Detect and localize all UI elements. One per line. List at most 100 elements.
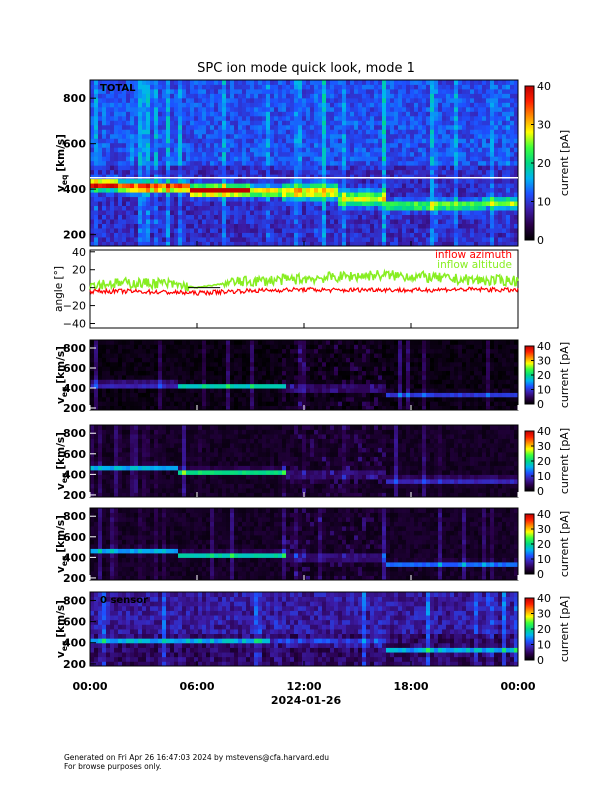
- spectrogram-cells: [90, 508, 518, 580]
- y-tick-label: 600: [63, 362, 86, 375]
- y-tick-label: 400: [63, 183, 86, 196]
- colorbar-tick-label: 10: [537, 196, 551, 209]
- y-axis-label-symbol: v: [55, 483, 67, 490]
- spectrogram-panel: 200 400 600 800 0 sensor 0 10 20 30 40 current [pA…: [63, 591, 571, 671]
- y-axis-label-subscript: eq: [60, 641, 69, 651]
- y-tick-label: 400: [63, 468, 86, 481]
- colorbar-tick-label: 30: [537, 440, 551, 453]
- spectrogram-cells: [90, 592, 518, 666]
- spectrogram-panel: 200 400 600 800 0 10 20 30 40 current [pA]: [63, 507, 571, 585]
- spectrogram-cells: [90, 80, 518, 246]
- y-tick-label: 400: [63, 382, 86, 395]
- panel-label: 0 sensor: [100, 595, 148, 606]
- y-axis-label: veq [km/s]: [55, 515, 69, 573]
- colorbar-tick-label: 10: [537, 639, 551, 652]
- colorbar-label: current [pA]: [558, 511, 571, 577]
- y-axis-label-unit: [km/s]: [55, 515, 67, 553]
- time-tick-label: 12:00: [286, 680, 321, 693]
- y-axis-label-unit: [km/s]: [55, 346, 67, 384]
- colorbar-tick-label: 20: [537, 157, 551, 170]
- chart-title: SPC ion mode quick look, mode 1: [197, 61, 415, 76]
- colorbar-tick-label: 10: [537, 384, 551, 397]
- y-tick-label: 200: [63, 402, 86, 415]
- y-tick-label: 800: [63, 342, 86, 355]
- y-axis-label-symbol: v: [55, 651, 67, 658]
- y-axis-label-subscript: eq: [60, 473, 69, 483]
- y-tick-label: 600: [63, 138, 86, 151]
- y-tick-label: −40: [63, 318, 86, 331]
- time-axis: 00:00 06:00 12:00 18:00 00:00 2024-01-26: [72, 680, 535, 707]
- y-tick-label: 800: [63, 510, 86, 523]
- y-tick-label: 200: [63, 572, 86, 585]
- colorbar-tick-label: 30: [537, 523, 551, 536]
- y-tick-label: 400: [63, 551, 86, 564]
- y-axis-label-unit: [km/s]: [55, 134, 67, 172]
- azimuth-series: [89, 285, 519, 297]
- y-tick-label: −20: [63, 300, 86, 313]
- y-tick-label: 600: [63, 616, 86, 629]
- y-tick-label: 200: [63, 658, 86, 671]
- y-tick-label: 800: [63, 594, 86, 607]
- spectrogram-cells: [90, 425, 518, 497]
- colorbar-label: current [pA]: [558, 428, 571, 494]
- colorbar-tick-label: 40: [537, 592, 551, 605]
- y-tick-label: 800: [63, 92, 86, 105]
- colorbar-tick-label: 20: [537, 623, 551, 636]
- spectrogram-cells: [90, 340, 518, 410]
- y-tick-label: 600: [63, 531, 86, 544]
- colorbar-tick-label: 20: [537, 369, 551, 382]
- y-tick-label: 600: [63, 448, 86, 461]
- y-tick-label: 20: [72, 264, 86, 277]
- colorbar-label: current [pA]: [558, 596, 571, 662]
- date-label: 2024-01-26: [271, 694, 342, 707]
- y-axis-label: veq [km/s]: [55, 600, 69, 658]
- y-axis-label-subscript: eq: [60, 387, 69, 397]
- colorbar-tick-label: 0: [537, 398, 544, 411]
- y-axis-label: angle [°]: [53, 266, 65, 312]
- colorbar-tick-label: 40: [537, 425, 551, 438]
- y-axis-label: veq [km/s]: [55, 346, 69, 404]
- legend-altitude: inflow altitude: [437, 259, 512, 271]
- y-axis-label-symbol: v: [55, 397, 67, 404]
- y-tick-label: 800: [63, 427, 86, 440]
- colorbar-tick-label: 0: [537, 234, 544, 247]
- colorbar-tick-label: 30: [537, 608, 551, 621]
- colorbar-tick-label: 0: [537, 568, 544, 581]
- legend-azimuth: inflow azimuth: [435, 249, 512, 261]
- colorbar-tick-label: 40: [537, 340, 551, 353]
- y-tick-label: 200: [63, 489, 86, 502]
- colorbar-tick-label: 20: [537, 538, 551, 551]
- colorbar-tick-label: 40: [537, 80, 551, 93]
- colorbar: 0 10 20 30 40 current [pA]: [524, 592, 571, 667]
- y-axis-label-symbol: v: [55, 566, 67, 573]
- y-tick-label: 0: [79, 282, 86, 295]
- browse-note: For browse purposes only.: [64, 762, 162, 771]
- time-tick-label: 06:00: [179, 680, 214, 693]
- y-axis-label-unit: [km/s]: [55, 432, 67, 470]
- colorbar-label: current [pA]: [558, 130, 571, 196]
- colorbar-tick-label: 10: [537, 553, 551, 566]
- time-tick-label: 00:00: [500, 680, 535, 693]
- colorbar-tick-label: 40: [537, 508, 551, 521]
- y-tick-label: 40: [72, 246, 86, 259]
- colorbar-tick-label: 0: [537, 654, 544, 667]
- y-tick-label: 400: [63, 637, 86, 650]
- spectrogram-panel: 200 400 600 800 TOTAL 0 10 20 30 40 current [pA]: [63, 79, 571, 247]
- y-axis-label-subscript: eq: [60, 556, 69, 566]
- time-tick-label: 00:00: [72, 680, 107, 693]
- colorbar-label: current [pA]: [558, 342, 571, 408]
- panel-label: TOTAL: [100, 83, 136, 94]
- generated-note: Generated on Fri Apr 26 16:47:03 2024 by…: [64, 753, 330, 762]
- y-axis-label: veq [km/s]: [55, 134, 69, 192]
- colorbar-tick-label: 0: [537, 485, 544, 498]
- altitude-series: [89, 268, 519, 292]
- y-axis-label-subscript: eq: [60, 175, 69, 185]
